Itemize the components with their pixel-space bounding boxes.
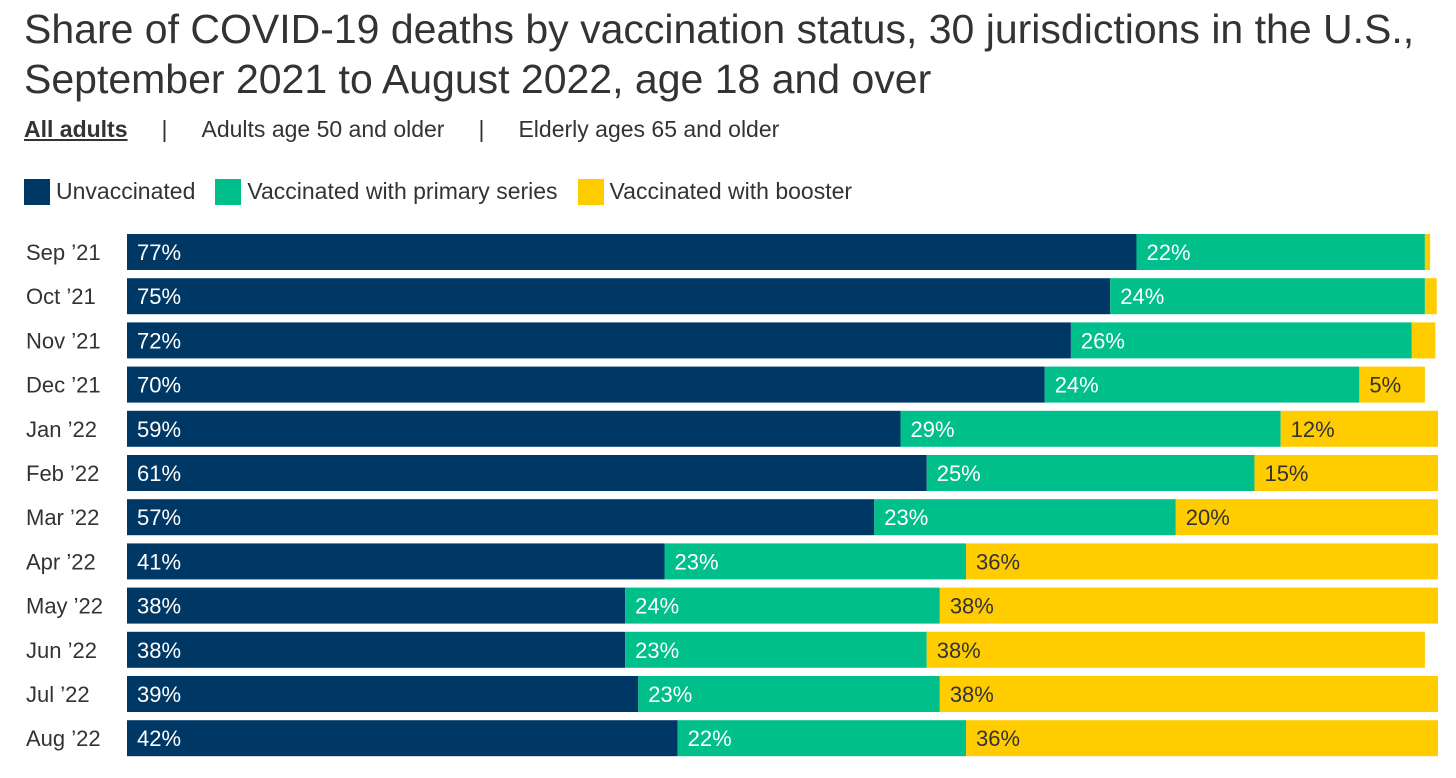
legend-swatch-primary-series: [215, 178, 242, 205]
data-label-unvaccinated-nov-21: 72%: [137, 328, 181, 353]
data-label-vaccinated-with-primary-series-mar-22: 23%: [884, 505, 928, 530]
bar-unvaccinated-jul-22[interactable]: [127, 676, 639, 712]
bar-vaccinated-with-primary-series-sep-21[interactable]: [1136, 234, 1425, 270]
category-label-mar-22: Mar ’22: [26, 505, 99, 530]
data-label-vaccinated-with-booster-aug-22: 36%: [976, 726, 1020, 751]
tab-separator: |: [478, 116, 485, 142]
data-label-vaccinated-with-primary-series-feb-22: 25%: [937, 461, 981, 486]
bar-vaccinated-with-booster-jun-22[interactable]: [926, 631, 1425, 668]
data-label-vaccinated-with-primary-series-apr-22: 23%: [675, 549, 719, 574]
bar-vaccinated-with-booster-oct-21[interactable]: [1424, 278, 1437, 315]
bar-unvaccinated-oct-21[interactable]: [127, 278, 1111, 315]
bar-vaccinated-with-booster-nov-21[interactable]: [1411, 322, 1436, 359]
category-label-jul-22: Jul ’22: [26, 682, 90, 707]
data-label-vaccinated-with-booster-feb-22: 15%: [1264, 461, 1308, 486]
data-label-unvaccinated-feb-22: 61%: [137, 461, 181, 486]
data-label-vaccinated-with-booster-dec-21: 5%: [1369, 373, 1401, 398]
bar-vaccinated-with-primary-series-mar-22[interactable]: [874, 499, 1176, 536]
bar-unvaccinated-sep-21[interactable]: [127, 234, 1137, 270]
chart-title: Share of COVID-19 deaths by vaccination …: [24, 6, 1415, 102]
bar-vaccinated-with-booster-jan-22[interactable]: [1280, 410, 1438, 447]
bar-vaccinated-with-primary-series-may-22[interactable]: [625, 587, 940, 624]
bar-vaccinated-with-booster-apr-22[interactable]: [966, 543, 1438, 580]
data-label-vaccinated-with-booster-jul-22: 38%: [950, 682, 994, 707]
chart-legend: Unvaccinated Vaccinated with primary ser…: [24, 178, 872, 205]
bar-vaccinated-with-booster-feb-22[interactable]: [1254, 455, 1438, 491]
bar-vaccinated-with-booster-jul-22[interactable]: [939, 676, 1438, 712]
data-label-unvaccinated-may-22: 38%: [137, 594, 181, 619]
data-label-unvaccinated-mar-22: 57%: [137, 505, 181, 530]
bar-unvaccinated-dec-21[interactable]: [127, 366, 1045, 403]
data-label-unvaccinated-jun-22: 38%: [137, 638, 181, 663]
stacked-bar-chart: Sep ’21 77% 22% Oct ’21 75% 24% Nov ’21 72% 26% D…: [26, 234, 1438, 757]
data-label-vaccinated-with-primary-series-jul-22: 23%: [648, 682, 692, 707]
category-label-apr-22: Apr ’22: [26, 549, 96, 574]
tab-all-adults[interactable]: All adults: [24, 116, 128, 142]
data-label-vaccinated-with-booster-may-22: 38%: [950, 594, 994, 619]
category-label-sep-21: Sep ’21: [26, 240, 101, 265]
bar-vaccinated-with-primary-series-oct-21[interactable]: [1110, 278, 1425, 315]
bar-vaccinated-with-primary-series-jan-22[interactable]: [900, 410, 1281, 447]
legend-item-unvaccinated[interactable]: Unvaccinated: [24, 178, 195, 205]
legend-swatch-booster: [577, 178, 604, 205]
tab-elderly-65-plus[interactable]: Elderly ages 65 and older: [518, 116, 780, 142]
bar-vaccinated-with-primary-series-nov-21[interactable]: [1070, 322, 1412, 359]
bar-vaccinated-with-primary-series-aug-22[interactable]: [677, 720, 967, 757]
bar-unvaccinated-apr-22[interactable]: [127, 543, 665, 580]
bar-vaccinated-with-booster-aug-22[interactable]: [966, 720, 1438, 757]
data-label-vaccinated-with-primary-series-sep-21: 22%: [1146, 240, 1190, 265]
data-label-vaccinated-with-primary-series-aug-22: 22%: [688, 726, 732, 751]
bar-vaccinated-with-booster-sep-21[interactable]: [1424, 234, 1431, 270]
legend-swatch-unvaccinated: [24, 178, 50, 205]
category-label-feb-22: Feb ’22: [26, 461, 99, 486]
data-label-unvaccinated-jul-22: 39%: [137, 682, 181, 707]
legend-label-booster: Vaccinated with booster: [609, 178, 853, 204]
bar-unvaccinated-jan-22[interactable]: [127, 410, 901, 447]
data-label-vaccinated-with-primary-series-jun-22: 23%: [635, 638, 679, 663]
data-label-vaccinated-with-booster-mar-22: 20%: [1186, 505, 1230, 530]
data-label-unvaccinated-oct-21: 75%: [137, 284, 181, 309]
bar-vaccinated-with-primary-series-apr-22[interactable]: [664, 543, 967, 580]
legend-label-unvaccinated: Unvaccinated: [56, 178, 196, 204]
bar-unvaccinated-jun-22[interactable]: [127, 631, 626, 668]
bar-vaccinated-with-booster-dec-21[interactable]: [1359, 366, 1425, 403]
data-label-vaccinated-with-primary-series-nov-21: 26%: [1081, 328, 1125, 353]
legend-label-primary-series: Vaccinated with primary series: [247, 178, 558, 204]
bar-unvaccinated-may-22[interactable]: [127, 587, 626, 624]
legend-item-booster[interactable]: Vaccinated with booster: [577, 178, 853, 205]
data-label-vaccinated-with-booster-apr-22: 36%: [976, 549, 1020, 574]
category-label-may-22: May ’22: [26, 594, 103, 619]
data-label-unvaccinated-dec-21: 70%: [137, 373, 181, 398]
category-label-jun-22: Jun ’22: [26, 638, 97, 663]
data-label-vaccinated-with-booster-jan-22: 12%: [1291, 417, 1335, 442]
data-label-vaccinated-with-primary-series-oct-21: 24%: [1120, 284, 1164, 309]
bar-vaccinated-with-booster-mar-22[interactable]: [1175, 499, 1438, 536]
bar-vaccinated-with-primary-series-feb-22[interactable]: [926, 455, 1255, 491]
category-label-aug-22: Aug ’22: [26, 726, 101, 751]
category-label-oct-21: Oct ’21: [26, 284, 96, 309]
bar-vaccinated-with-primary-series-jul-22[interactable]: [638, 676, 940, 712]
legend-item-primary-series[interactable]: Vaccinated with primary series: [215, 178, 558, 205]
bar-unvaccinated-feb-22[interactable]: [127, 455, 927, 491]
data-label-unvaccinated-apr-22: 41%: [137, 549, 181, 574]
data-label-unvaccinated-sep-21: 77%: [137, 240, 181, 265]
data-label-vaccinated-with-booster-jun-22: 38%: [937, 638, 981, 663]
data-label-unvaccinated-jan-22: 59%: [137, 417, 181, 442]
category-label-jan-22: Jan ’22: [26, 417, 97, 442]
bar-vaccinated-with-primary-series-jun-22[interactable]: [625, 631, 927, 668]
category-label-dec-21: Dec ’21: [26, 373, 101, 398]
tab-separator: |: [161, 116, 168, 142]
bar-unvaccinated-mar-22[interactable]: [127, 499, 875, 536]
data-label-vaccinated-with-primary-series-jan-22: 29%: [910, 417, 954, 442]
bar-unvaccinated-nov-21[interactable]: [127, 322, 1071, 359]
bar-vaccinated-with-booster-may-22[interactable]: [939, 587, 1438, 624]
data-label-unvaccinated-aug-22: 42%: [137, 726, 181, 751]
data-label-vaccinated-with-primary-series-dec-21: 24%: [1055, 373, 1099, 398]
tab-adults-50-plus[interactable]: Adults age 50 and older: [201, 116, 445, 142]
data-label-vaccinated-with-primary-series-may-22: 24%: [635, 594, 679, 619]
bar-unvaccinated-aug-22[interactable]: [127, 720, 678, 757]
bar-vaccinated-with-primary-series-dec-21[interactable]: [1044, 366, 1360, 403]
category-label-nov-21: Nov ’21: [26, 328, 101, 353]
tab-bar: All adults | Adults age 50 and older | E…: [24, 116, 779, 143]
